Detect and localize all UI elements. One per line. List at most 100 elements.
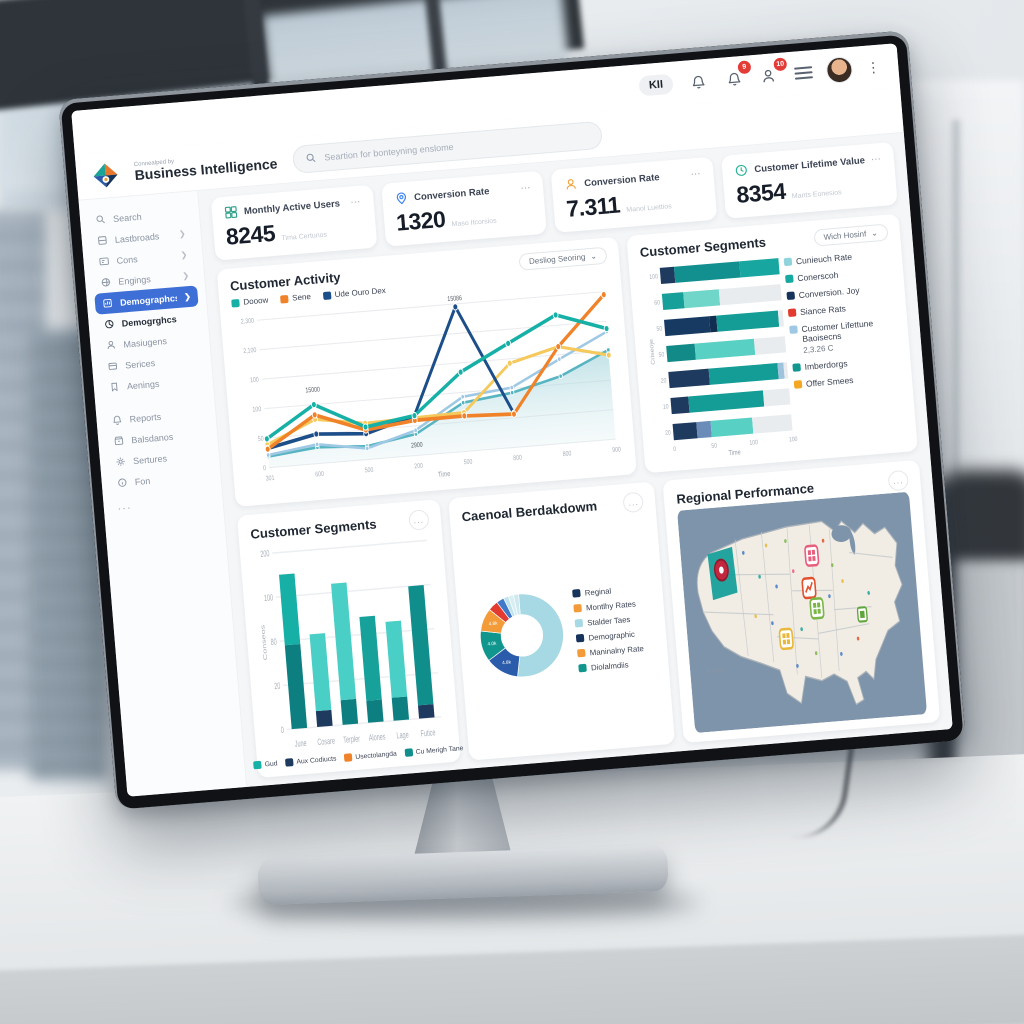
search-box[interactable] bbox=[291, 120, 604, 174]
svg-text:200: 200 bbox=[260, 548, 270, 560]
legend-swatch bbox=[572, 588, 582, 598]
avatar[interactable] bbox=[825, 55, 854, 85]
svg-text:4.0k: 4.0k bbox=[487, 641, 497, 647]
svg-text:15086: 15086 bbox=[447, 294, 463, 303]
map-marker[interactable] bbox=[809, 597, 825, 620]
sidebar-item-label: Demogrghcs bbox=[121, 313, 177, 329]
kpi-menu-icon[interactable]: ⋯ bbox=[520, 182, 532, 195]
map-corner-label: Alame of bbox=[707, 667, 725, 676]
legend-item: Conversion. Joy bbox=[786, 282, 892, 301]
svg-text:200: 200 bbox=[414, 462, 424, 471]
sidebar-item-serices[interactable]: Serices bbox=[99, 348, 203, 377]
svg-text:100: 100 bbox=[649, 274, 659, 281]
sidebar-item-label: Fon bbox=[134, 475, 151, 487]
sidebar-item-label: Aenings bbox=[126, 378, 160, 391]
legend-swatch bbox=[576, 633, 585, 642]
notification-bell-icon[interactable] bbox=[686, 70, 710, 94]
alerts-count-badge: 9 bbox=[737, 60, 752, 75]
chevron-down-icon: ⌄ bbox=[870, 228, 879, 238]
legend-item: Dooow bbox=[231, 296, 269, 308]
svg-text:800: 800 bbox=[562, 450, 572, 459]
svg-text:Criseoje: Criseoje bbox=[649, 338, 657, 365]
dashboard-screen: KII 9 10 ⋮ bbox=[71, 43, 953, 797]
customer-activity-card: Customer Activity Desliog Seoring ⌄ Dooo… bbox=[216, 236, 638, 507]
sidebar-item-label: Balsdanos bbox=[130, 431, 174, 445]
svg-text:20: 20 bbox=[665, 430, 672, 437]
card-menu-button[interactable]: ... bbox=[887, 469, 910, 492]
sidebar-item-cons[interactable]: Cons ❯ bbox=[91, 244, 195, 273]
brand-logo-icon bbox=[93, 163, 118, 187]
svg-text:100: 100 bbox=[252, 405, 262, 414]
sidebar-item-aenings[interactable]: Aenings bbox=[101, 369, 205, 398]
legend-item: Usectolangda bbox=[343, 750, 397, 762]
more-options-icon[interactable]: ⋮ bbox=[865, 58, 881, 76]
chevron-down-icon: ⌄ bbox=[589, 251, 598, 262]
map-marker[interactable] bbox=[804, 544, 820, 567]
svg-text:June: June bbox=[294, 737, 307, 749]
legend-swatch bbox=[577, 648, 587, 657]
sidebar-item-label: Engings bbox=[117, 273, 152, 287]
map-marker[interactable] bbox=[801, 576, 817, 600]
alerts-bell-icon[interactable]: 9 bbox=[722, 60, 752, 91]
svg-text:Terpler: Terpler bbox=[343, 733, 361, 745]
menu-icon[interactable] bbox=[794, 66, 814, 80]
line-chart: 0 50 100 100 2,100 2,300 301 600 500 200 500 800 800… bbox=[241, 290, 622, 483]
sidebar-item-masiugens[interactable]: Masiugens bbox=[98, 327, 202, 356]
sidebar-item-balsdanos[interactable]: Balsdanos bbox=[106, 423, 210, 452]
sidebar-item-lastbroads[interactable]: Lastbroads ❯ bbox=[89, 223, 193, 252]
legend-item: Customer Lifettune Baoisecns 2,3.26 C bbox=[789, 316, 897, 356]
sidebar-item-sertures[interactable]: Sertures bbox=[107, 444, 211, 473]
legend-swatch bbox=[573, 603, 583, 613]
search-input[interactable] bbox=[321, 129, 590, 164]
map-marker[interactable] bbox=[857, 606, 869, 623]
card-menu-button[interactable]: ... bbox=[408, 509, 430, 531]
sidebar-item-reports[interactable]: Reports bbox=[104, 402, 208, 431]
kpi-menu-icon[interactable]: ⋯ bbox=[870, 153, 883, 166]
legend-item: Stalder Taes bbox=[574, 613, 653, 628]
legend-swatch bbox=[785, 274, 794, 284]
activity-sort-dropdown[interactable]: Desliog Seoring ⌄ bbox=[518, 246, 608, 271]
monitor: KII 9 10 ⋮ bbox=[58, 30, 966, 810]
chevron-right-icon: ❯ bbox=[180, 250, 188, 260]
kpi-sublabel: Maso Itcorsios bbox=[451, 217, 497, 229]
kpi-card-1: Monthly Active Users ⋯ 8245 Tima Certunos bbox=[210, 184, 378, 261]
customer-segments-card-bottom: Customer Segments ... 0 20 80 100 200 Conseos… bbox=[236, 499, 464, 778]
sidebar-item-engings[interactable]: Engings ❯ bbox=[93, 264, 197, 293]
sidebar-item-search[interactable]: Search bbox=[87, 202, 191, 231]
glass-partition bbox=[952, 120, 960, 480]
legend-item: Montlhy Rates bbox=[573, 598, 652, 613]
legend-item: Sene bbox=[279, 292, 311, 304]
svg-text:Alones: Alones bbox=[368, 731, 386, 743]
legend-swatch bbox=[787, 308, 797, 317]
regional-performance-card: Regional Performance ... Alame of bbox=[662, 459, 941, 743]
sidebar-item-demographcs[interactable]: Demographcs ❯ bbox=[94, 285, 199, 315]
svg-text:Futice: Futice bbox=[420, 727, 436, 739]
us-map[interactable]: Alame of bbox=[677, 492, 927, 733]
legend-swatch bbox=[279, 294, 289, 304]
sidebar-item-demogrghcs[interactable]: Demogrghcs bbox=[96, 306, 200, 335]
cabinet bbox=[955, 560, 1024, 770]
building-silhouette bbox=[0, 210, 46, 770]
legend-item: Offer Smees bbox=[793, 371, 900, 390]
svg-text:10: 10 bbox=[663, 404, 670, 411]
topbar: KII 9 10 ⋮ bbox=[71, 43, 901, 155]
people-icon[interactable]: 10 bbox=[758, 57, 788, 88]
sidebar-item-fon[interactable]: Fon bbox=[109, 465, 213, 494]
card-menu-button[interactable]: ... bbox=[622, 491, 645, 514]
svg-text:Time: Time bbox=[438, 470, 451, 479]
svg-text:4.8k: 4.8k bbox=[502, 659, 512, 665]
kpi-title: Monthly Active Users bbox=[243, 197, 341, 217]
workspace-badge[interactable]: KII bbox=[638, 73, 674, 97]
info-icon bbox=[118, 478, 127, 487]
kpi-menu-icon[interactable]: ⋯ bbox=[349, 196, 362, 208]
search-icon bbox=[96, 215, 105, 224]
kpi-card-3: Conversion Rate ⋯ 7.311 Manol Luettios bbox=[551, 156, 718, 233]
svg-text:500: 500 bbox=[364, 466, 374, 475]
kpi-menu-icon[interactable]: ⋯ bbox=[690, 168, 703, 181]
svg-text:20: 20 bbox=[661, 378, 668, 385]
svg-text:800: 800 bbox=[513, 454, 523, 463]
svg-text:50: 50 bbox=[656, 326, 663, 333]
map-marker[interactable] bbox=[779, 627, 795, 651]
sidebar-item-label: Reports bbox=[129, 411, 162, 424]
